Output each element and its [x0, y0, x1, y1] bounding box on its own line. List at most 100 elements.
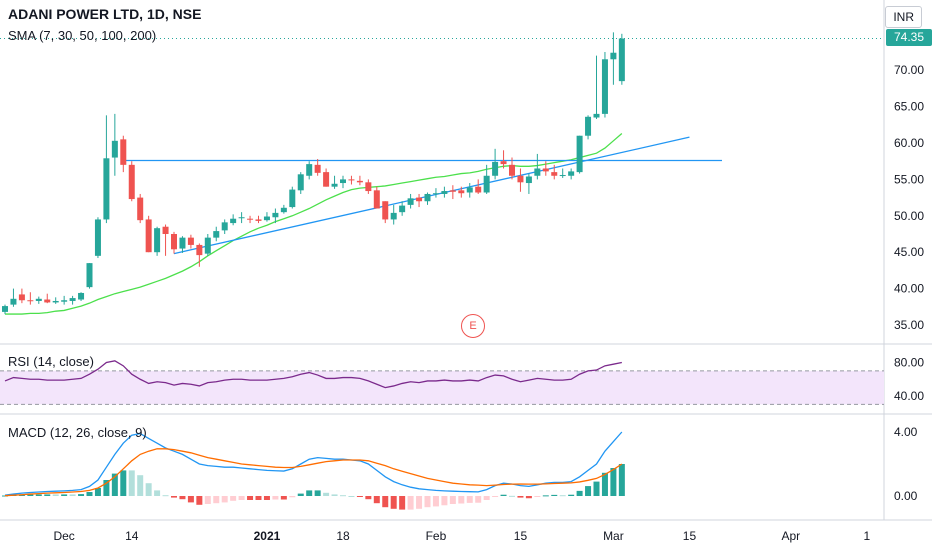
candle-body — [356, 180, 363, 183]
price-axis-tick: 70.00 — [894, 63, 924, 77]
candle-body — [340, 179, 346, 184]
macd-histogram-bar — [103, 480, 110, 496]
candle-body — [78, 292, 85, 300]
candle-body — [517, 175, 524, 183]
candle-body — [365, 182, 372, 192]
candle-body — [534, 168, 541, 176]
macd-histogram-bar — [69, 494, 76, 496]
time-axis-tick: Dec — [53, 529, 74, 543]
macd-histogram-bar — [263, 496, 270, 500]
grid-lines — [0, 0, 932, 521]
candle-body — [500, 161, 507, 165]
macd-histogram-bar — [483, 496, 490, 500]
candle-body — [255, 219, 262, 221]
chart-title: ADANI POWER LTD, 1D, NSE — [8, 6, 202, 22]
candle-body — [289, 189, 296, 208]
macd-histogram-bar — [509, 495, 515, 497]
macd-histogram-bar — [145, 483, 152, 496]
sma-indicator-label[interactable]: SMA (7, 30, 50, 100, 200) — [8, 28, 157, 43]
macd-histogram-bar — [196, 496, 203, 505]
macd-histogram-bar — [576, 490, 583, 496]
macd-histogram-bar — [601, 472, 608, 496]
macd-histogram-bar — [551, 494, 558, 496]
candle-body — [416, 197, 423, 202]
macd-histogram-bar — [52, 494, 59, 496]
macd-histogram-bar — [204, 496, 211, 504]
candle-body — [449, 190, 456, 192]
macd-histogram-bar — [137, 475, 144, 496]
currency-button[interactable]: INR — [885, 6, 922, 28]
candle-body — [120, 139, 127, 165]
candle-body — [559, 175, 566, 177]
candle-body — [373, 190, 380, 209]
candle-body — [44, 299, 51, 303]
candle-body — [551, 172, 558, 176]
candle-body — [238, 217, 245, 219]
candle-body — [399, 205, 406, 213]
candle-body — [86, 263, 93, 288]
macd-histogram-bar — [585, 486, 592, 496]
rsi-indicator-label[interactable]: RSI (14, close) — [8, 354, 94, 369]
candle-body — [154, 228, 161, 253]
macd-histogram-bar — [2, 495, 8, 497]
macd-histogram-bar — [534, 496, 541, 497]
macd-histogram-bar — [517, 496, 524, 498]
candle-body — [483, 175, 490, 193]
support-trendline — [173, 136, 690, 255]
candle-body — [10, 298, 17, 305]
candle-body — [111, 140, 118, 158]
price-axis-tick: 65.00 — [894, 100, 924, 114]
macd-histogram-bar — [407, 496, 414, 510]
macd-indicator-label[interactable]: MACD (12, 26, close, 9) — [8, 425, 147, 440]
rsi-pane — [0, 360, 884, 405]
macd-histogram-bar — [120, 470, 127, 496]
macd-histogram-bar — [593, 481, 600, 496]
time-axis-tick: 2021 — [254, 529, 281, 543]
candle-body — [475, 186, 482, 193]
macd-pane — [2, 431, 625, 510]
macd-histogram-bar — [314, 490, 321, 496]
macd-histogram-bar — [348, 496, 355, 497]
time-axis-tick: Mar — [603, 529, 624, 543]
candle-body — [297, 174, 304, 191]
macd-histogram-bar — [542, 495, 549, 497]
candle-body — [306, 164, 313, 176]
candle-body — [128, 164, 135, 200]
time-axis-tick: 15 — [683, 529, 697, 543]
macd-histogram-bar — [382, 496, 389, 508]
macd-histogram-bar — [331, 494, 338, 496]
macd-histogram-bar — [213, 496, 220, 504]
candle-body — [568, 171, 575, 176]
candle-body — [35, 298, 42, 301]
macd-histogram-bar — [44, 494, 51, 496]
candle-body — [585, 116, 592, 136]
candle-body — [280, 207, 287, 213]
macd-histogram-bar — [154, 490, 161, 496]
candle-body — [272, 212, 279, 218]
macd-histogram-bar — [466, 496, 473, 503]
macd-histogram-bar — [323, 492, 330, 496]
macd-histogram-bar — [365, 496, 372, 500]
macd-histogram-bar — [390, 496, 397, 509]
macd-histogram-bar — [238, 496, 245, 500]
macd-histogram-bar — [399, 496, 406, 510]
candle-body — [314, 164, 321, 173]
candle-body — [323, 172, 330, 187]
candle-body — [103, 158, 110, 220]
macd-histogram-bar — [179, 496, 186, 500]
macd-histogram-bar — [255, 496, 262, 500]
macd-histogram-bar — [289, 496, 296, 498]
macd-histogram-bar — [449, 496, 456, 504]
price-axis-tick: 50.00 — [894, 209, 924, 223]
macd-histogram-bar — [297, 493, 304, 496]
rsi-axis-tick: 40.00 — [894, 389, 924, 403]
candle-body — [576, 135, 583, 173]
candle-body — [348, 179, 355, 181]
earnings-event-marker[interactable]: E — [461, 314, 485, 338]
candle-body — [382, 201, 389, 220]
candle-body — [432, 193, 439, 195]
macd-histogram-bar — [280, 496, 287, 500]
macd-histogram-bar — [559, 495, 566, 497]
macd-histogram-bar — [35, 494, 42, 496]
